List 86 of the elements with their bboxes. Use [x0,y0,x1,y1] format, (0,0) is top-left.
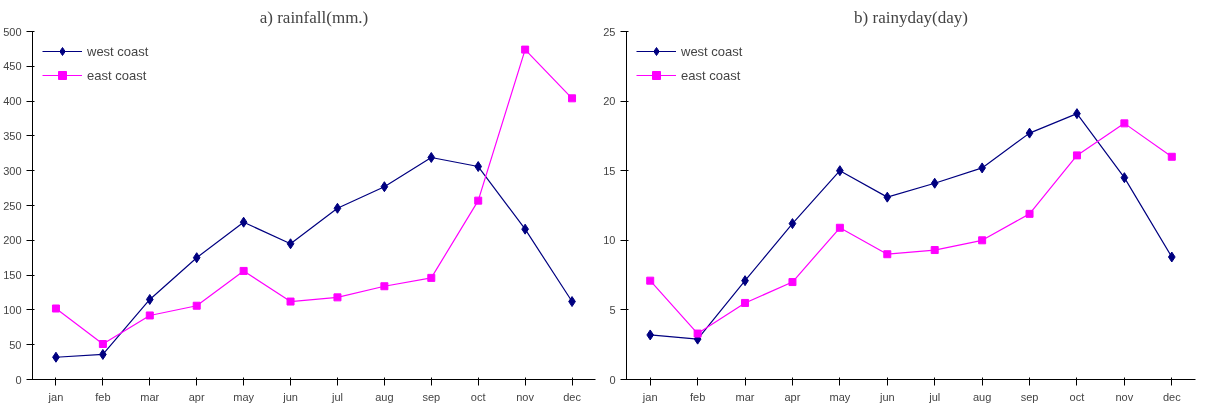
point [568,94,577,103]
point [741,298,750,307]
y-tick-label: 0 [609,373,616,386]
point [333,293,342,302]
point [286,297,295,306]
y-tick-label: 400 [3,95,22,108]
y-tick-label: 450 [3,60,22,73]
x-tick-label: may [829,390,851,403]
point [1120,172,1129,184]
legend-label: east coast [681,67,741,83]
x-tick-label: sep [1020,390,1039,403]
point [1120,119,1129,128]
x-tick-label: dec [1162,390,1182,403]
x-tick-label: feb [95,390,111,403]
y-tick-label: 350 [3,129,22,142]
point [978,236,987,245]
y-tick-label: 15 [603,164,616,177]
chart-title: a) rainfall(mm.) [259,7,369,27]
point [930,246,939,255]
point [930,177,939,189]
x-tick-label: apr [188,390,205,403]
point [1025,209,1034,218]
y-tick-label: 500 [3,25,22,38]
point [51,304,60,313]
y-tick-label: 200 [3,234,22,247]
x-tick-label: oct [1069,390,1085,403]
y-tick-label: 100 [3,303,22,316]
y-tick-label: 20 [603,95,616,108]
point [835,223,844,232]
point [883,250,892,259]
point [427,151,436,163]
point [1167,152,1176,161]
point [788,218,797,230]
y-tick-label: 0 [15,373,22,386]
point [788,278,797,287]
point [239,266,248,275]
x-tick-label: apr [784,390,801,403]
y-tick-label: 250 [3,199,22,212]
point [474,196,483,205]
legend-label: west coast [87,43,149,59]
point [693,329,702,338]
x-tick-label: jul [330,390,343,403]
point [145,293,154,305]
point [646,276,655,285]
point [239,216,248,228]
x-tick-label: nov [1115,390,1134,403]
x-tick-label: may [233,390,255,403]
x-tick-label: jan [641,390,658,403]
point [1167,251,1176,263]
x-tick-label: jan [47,390,64,403]
point [521,45,530,54]
point [145,311,154,320]
point [192,301,201,310]
point [474,161,483,173]
x-tick-label: aug [972,390,992,403]
x-tick-label: sep [422,390,441,403]
legend-label: east coast [87,67,147,83]
x-tick-label: mar [735,390,755,403]
x-tick-label: feb [689,390,706,403]
x-tick-label: jul [928,390,941,403]
chart-title: b) rainyday(day) [854,7,968,27]
y-tick-label: 25 [603,25,616,38]
point [380,282,389,291]
point [1025,127,1034,139]
x-tick-label: jun [282,390,298,403]
point [333,202,342,214]
point [646,329,655,341]
x-tick-label: jun [878,390,895,403]
point [427,273,436,282]
x-tick-label: aug [375,390,394,403]
x-tick-label: mar [140,390,160,403]
x-tick-label: nov [516,390,535,403]
x-tick-label: oct [470,390,486,403]
point [192,252,201,264]
y-tick-label: 150 [3,269,22,282]
point [286,238,295,250]
point [380,181,389,193]
y-tick-label: 10 [603,234,616,247]
y-tick-label: 5 [609,303,616,316]
legend-label: west coast [681,43,743,59]
y-tick-label: 300 [3,164,22,177]
x-tick-label: dec [563,390,582,403]
point [98,340,107,348]
point [883,191,892,203]
y-tick-label: 50 [9,338,22,351]
point [1072,151,1081,160]
